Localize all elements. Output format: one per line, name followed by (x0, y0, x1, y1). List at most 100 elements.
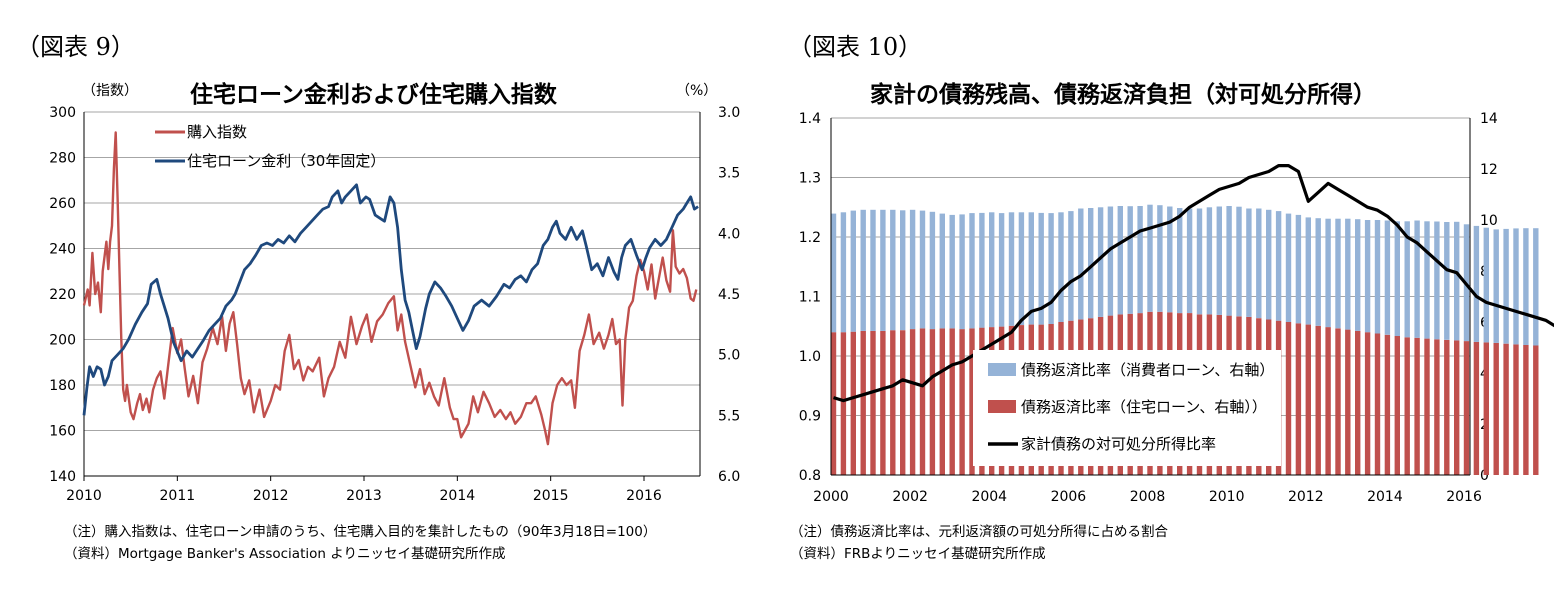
left-chart-note: （注）購入指数は、住宅ローン申請のうち、住宅購入目的を集計したもの（90年3月1… (64, 524, 657, 540)
consumer-dsr-bar (1523, 228, 1529, 345)
mortgage-dsr-bar (1285, 322, 1292, 475)
consumer-dsr-bar (1473, 225, 1480, 342)
x-tick-label: 2004 (971, 489, 1007, 505)
consumer-dsr-bar (900, 210, 906, 331)
y-left-tick-label: 0.8 (799, 468, 821, 484)
x-tick-label: 2011 (160, 488, 196, 504)
mortgage-dsr-bar (1444, 339, 1450, 475)
consumer-dsr-bar (1454, 221, 1460, 341)
mortgage-dsr-bar (1533, 345, 1539, 475)
consumer-dsr-bar (959, 214, 965, 330)
y-left-tick-label: 260 (49, 196, 76, 212)
y-left-tick-label: 1.3 (799, 171, 821, 187)
consumer-dsr-bar (1008, 212, 1015, 326)
mortgage-dsr-bar (840, 332, 847, 475)
mortgage-dsr-bar (1523, 345, 1529, 475)
consumer-dsr-bar (1384, 220, 1391, 335)
mortgage-dsr-bar (1315, 325, 1321, 475)
consumer-dsr-bar (1483, 227, 1489, 343)
consumer-dsr-bar (1335, 218, 1341, 329)
consumer-dsr-bar (850, 210, 856, 332)
mortgage-dsr-bar (949, 328, 955, 475)
consumer-dsr-bar (890, 209, 896, 331)
y-left-tick-label: 1.4 (799, 111, 821, 127)
consumer-dsr-bar (1364, 220, 1371, 333)
consumer-dsr-bar (1018, 212, 1025, 325)
consumer-dsr-bar (1374, 220, 1381, 334)
left-axis-unit: （指数） (82, 83, 138, 99)
mortgage-dsr-bar (890, 330, 896, 475)
consumer-dsr-bar (1513, 228, 1519, 345)
mortgage-dsr-bar (860, 330, 866, 475)
consumer-dsr-bar (1246, 208, 1252, 317)
consumer-dsr-bar (998, 213, 1005, 327)
right-chart-title: 家計の債務残高、債務返済負担（対可処分所得） (870, 82, 1376, 108)
legend-label: 債務返済比率（住宅ローン、右軸）） (1021, 398, 1267, 416)
purchase-index-line (82, 131, 698, 446)
consumer-dsr-bar (830, 213, 837, 333)
left-chart-title: 住宅ローン金利および住宅購入指数 (190, 82, 557, 108)
x-tick-label: 2015 (533, 488, 569, 504)
mortgage-dsr-bar (1384, 334, 1391, 476)
consumer-dsr-bar (1414, 220, 1420, 338)
consumer-dsr-bar (1394, 221, 1400, 336)
consumer-dsr-bar (1266, 209, 1272, 320)
consumer-dsr-bar (880, 209, 886, 331)
consumer-dsr-bar (1226, 206, 1232, 316)
x-tick-label: 2002 (892, 489, 928, 505)
right-chart-source: （資料）FRBよりニッセイ基礎研究所作成 (790, 546, 1046, 562)
consumer-dsr-bar (1295, 214, 1302, 324)
consumer-dsr-bar (1285, 213, 1292, 322)
figure-label-10: （図表 10） (788, 33, 923, 61)
x-tick-label: 2013 (346, 488, 382, 504)
consumer-dsr-bar (1028, 212, 1034, 325)
mortgage-dsr-bar (900, 330, 906, 475)
mortgage-dsr-bar (1295, 323, 1302, 475)
y-left-tick-label: 220 (49, 287, 76, 303)
consumer-dsr-bar (919, 210, 926, 329)
mortgage-dsr-bar (929, 329, 936, 475)
consumer-dsr-bar (1097, 207, 1104, 317)
consumer-dsr-bar (1186, 208, 1193, 313)
y-right-tick-label: 5.5 (718, 408, 740, 424)
consumer-dsr-bar (1424, 221, 1430, 339)
y-right-tick-label: 4.5 (718, 287, 740, 303)
y-left-tick-label: 300 (49, 105, 76, 121)
consumer-dsr-bar (1048, 213, 1054, 324)
consumer-dsr-bar (1434, 221, 1440, 340)
y-left-tick-label: 1.0 (799, 349, 821, 365)
debt-to-income-line (833, 164, 1554, 403)
consumer-dsr-bar (1068, 211, 1074, 321)
y-left-tick-label: 180 (49, 378, 76, 394)
consumer-dsr-bar (1196, 208, 1203, 315)
consumer-dsr-bar (989, 212, 995, 328)
mortgage-dsr-bar (1404, 337, 1410, 475)
y-right-tick-label: 3.0 (718, 105, 740, 121)
consumer-dsr-bar (1275, 211, 1282, 321)
consumer-dsr-bar (1078, 208, 1084, 320)
x-tick-label: 2000 (813, 489, 849, 505)
consumer-dsr-bar (1533, 228, 1539, 346)
consumer-dsr-bar (1088, 208, 1094, 319)
consumer-dsr-bar (1236, 206, 1242, 317)
y-right-tick-label: 4.0 (718, 226, 740, 242)
mortgage-dsr-bar (1454, 340, 1460, 475)
consumer-dsr-bar (939, 213, 945, 329)
mortgage-dsr-bar (850, 331, 856, 475)
consumer-dsr-bar (840, 212, 847, 333)
consumer-dsr-bar (1167, 206, 1173, 313)
consumer-dsr-bar (1305, 217, 1311, 325)
mortgage-dsr-bar (909, 329, 916, 475)
y-right-tick-label: 14 (1480, 111, 1498, 127)
consumer-dsr-bar (969, 213, 975, 329)
x-tick-label: 2016 (1446, 489, 1482, 505)
consumer-dsr-bar (1325, 218, 1331, 328)
consumer-dsr-bar (1206, 207, 1213, 315)
y-left-tick-label: 0.9 (799, 409, 821, 425)
mortgage-dsr-bar (1394, 336, 1400, 475)
y-left-tick-label: 280 (49, 151, 76, 167)
y-right-tick-label: 5.0 (718, 348, 740, 364)
x-tick-label: 2012 (253, 488, 289, 504)
